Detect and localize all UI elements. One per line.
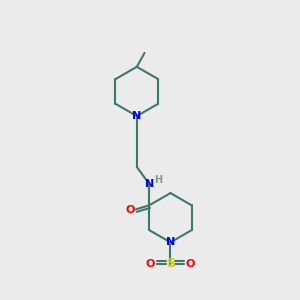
Text: O: O — [126, 205, 135, 215]
Text: H: H — [154, 175, 162, 185]
Text: N: N — [132, 111, 141, 121]
Text: S: S — [166, 257, 175, 270]
Text: O: O — [186, 259, 195, 269]
Text: O: O — [146, 259, 155, 269]
Text: N: N — [145, 179, 154, 189]
Text: N: N — [166, 237, 175, 248]
